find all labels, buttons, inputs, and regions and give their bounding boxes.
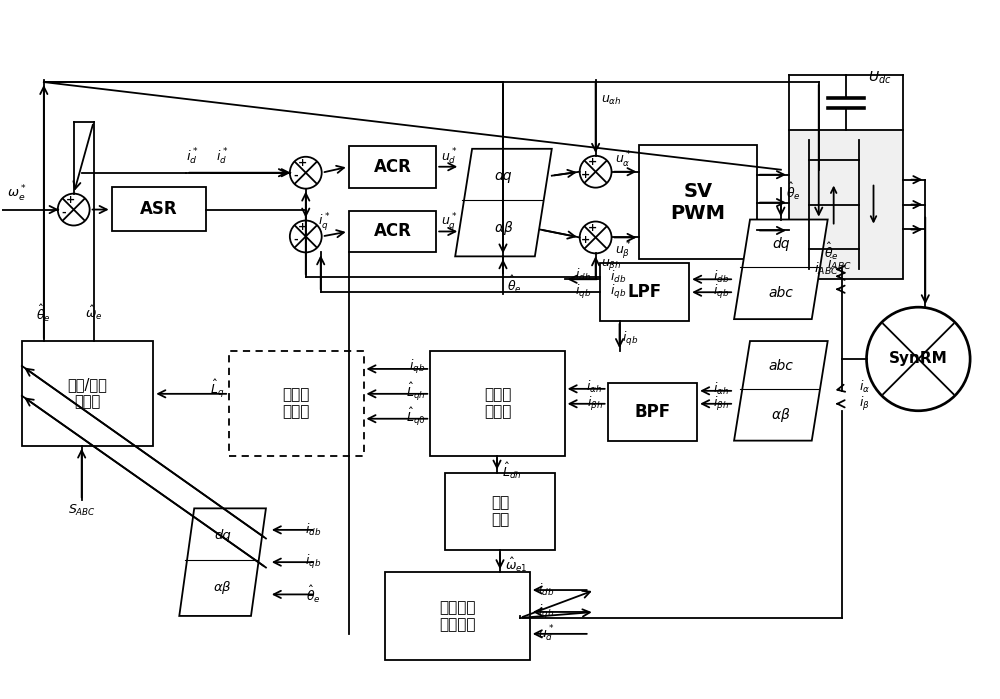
Text: $i_{ABC}$: $i_{ABC}$ — [814, 261, 839, 278]
Polygon shape — [734, 341, 828, 440]
Text: $i_{db}$: $i_{db}$ — [575, 267, 592, 283]
Text: +: + — [298, 222, 308, 231]
Text: $i_d^*$: $i_d^*$ — [216, 147, 228, 167]
Text: $S_{ABC}$: $S_{ABC}$ — [68, 503, 96, 518]
Text: $i_{qb}$: $i_{qb}$ — [713, 283, 729, 301]
Text: $\hat{L}_{qh}$: $\hat{L}_{qh}$ — [406, 381, 425, 403]
Text: $u_d^*$: $u_d^*$ — [538, 624, 554, 644]
Text: $\hat{\theta}_e$: $\hat{\theta}_e$ — [824, 241, 839, 262]
Text: $\alpha\beta$: $\alpha\beta$ — [494, 219, 513, 238]
Text: $i_{\alpha h}$: $i_{\alpha h}$ — [586, 379, 603, 395]
Bar — [608, 383, 697, 440]
Text: $i_d^*$: $i_d^*$ — [186, 147, 199, 167]
Text: $i_{qb}$: $i_{qb}$ — [622, 330, 638, 348]
Circle shape — [867, 307, 970, 411]
Text: 动态电
感计算: 动态电 感计算 — [484, 387, 511, 419]
Polygon shape — [179, 508, 266, 616]
Text: $\hat{L}_{dh}$: $\hat{L}_{dh}$ — [502, 461, 522, 481]
Text: 转速
估算: 转速 估算 — [491, 495, 509, 528]
Text: SV
PWM: SV PWM — [671, 182, 726, 222]
Text: $i_{db}$: $i_{db}$ — [713, 269, 729, 285]
Circle shape — [580, 156, 612, 187]
Text: dq: dq — [214, 528, 231, 542]
Text: +: + — [66, 195, 75, 205]
Text: $\hat{\omega}_{e1}$: $\hat{\omega}_{e1}$ — [505, 556, 528, 574]
Text: ACR: ACR — [373, 158, 411, 175]
Text: -: - — [294, 171, 298, 180]
Text: $u_{\beta h}$: $u_{\beta h}$ — [601, 257, 621, 272]
Text: abc: abc — [768, 286, 793, 301]
Text: $i_{qb}$: $i_{qb}$ — [305, 553, 321, 571]
Text: 静态电感
初值计算: 静态电感 初值计算 — [439, 600, 476, 632]
Text: +: + — [588, 157, 597, 167]
Text: $i_{\beta h}$: $i_{\beta h}$ — [587, 395, 603, 413]
Bar — [22, 341, 153, 446]
Text: 磁链/转速
观测器: 磁链/转速 观测器 — [68, 377, 108, 410]
Circle shape — [580, 222, 612, 253]
Bar — [430, 351, 565, 456]
Text: $i_q^*$: $i_q^*$ — [318, 210, 330, 233]
Text: 静态电
感计算: 静态电 感计算 — [283, 387, 310, 419]
Text: $i_{db}$: $i_{db}$ — [538, 582, 554, 598]
Text: $i_{qb}$: $i_{qb}$ — [409, 358, 425, 376]
Circle shape — [58, 194, 90, 226]
Text: $i_{ABC}$: $i_{ABC}$ — [827, 257, 852, 273]
Text: +: + — [298, 158, 308, 168]
Text: $u_q^*$: $u_q^*$ — [441, 210, 458, 233]
Text: SynRM: SynRM — [889, 352, 948, 366]
Text: $i_{db}$: $i_{db}$ — [610, 269, 626, 285]
Text: $\hat{L}_{q0}$: $\hat{L}_{q0}$ — [406, 405, 425, 428]
Text: $i_\beta$: $i_\beta$ — [859, 395, 869, 413]
Text: $u_\alpha^*$: $u_\alpha^*$ — [615, 150, 631, 170]
Text: LPF: LPF — [627, 283, 661, 301]
Bar — [112, 187, 206, 231]
Text: $i_{db}$: $i_{db}$ — [305, 522, 321, 538]
Polygon shape — [455, 149, 552, 257]
Text: $\hat{L}_q$: $\hat{L}_q$ — [210, 378, 224, 400]
Circle shape — [290, 157, 322, 189]
Text: $i_{qb}$: $i_{qb}$ — [575, 283, 592, 301]
Text: abc: abc — [768, 359, 793, 373]
Text: $i_{\alpha h}$: $i_{\alpha h}$ — [713, 381, 729, 397]
Text: -: - — [62, 208, 66, 217]
Polygon shape — [734, 219, 828, 319]
Text: ACR: ACR — [373, 222, 411, 240]
Text: $\omega_e^*$: $\omega_e^*$ — [7, 184, 27, 203]
Text: $\hat{\theta}_e$: $\hat{\theta}_e$ — [36, 303, 51, 324]
Text: $\hat{\theta}_e$: $\hat{\theta}_e$ — [306, 584, 321, 605]
Bar — [445, 473, 555, 550]
Text: $u_{\alpha h}$: $u_{\alpha h}$ — [601, 94, 621, 106]
Text: -: - — [294, 234, 298, 245]
Circle shape — [290, 220, 322, 252]
Text: ASR: ASR — [140, 200, 178, 218]
Text: $\alpha\beta$: $\alpha\beta$ — [771, 405, 791, 424]
Text: +: + — [581, 236, 590, 245]
Bar — [789, 130, 903, 280]
Text: $U_{dc}$: $U_{dc}$ — [868, 70, 891, 86]
Bar — [600, 264, 689, 321]
Text: +: + — [581, 170, 590, 180]
Text: $\hat{\theta}_e$: $\hat{\theta}_e$ — [507, 274, 522, 295]
Text: $i_{qb}$: $i_{qb}$ — [610, 283, 626, 301]
Text: BPF: BPF — [634, 403, 670, 421]
Bar — [349, 146, 436, 187]
Bar — [229, 351, 364, 456]
Bar — [639, 145, 757, 259]
Text: dq: dq — [495, 168, 512, 182]
Text: $u_\beta^*$: $u_\beta^*$ — [615, 240, 631, 262]
Bar — [385, 572, 530, 660]
Text: $i_{\beta h}$: $i_{\beta h}$ — [713, 395, 729, 413]
Text: +: + — [588, 222, 597, 233]
Text: $u_d^*$: $u_d^*$ — [441, 147, 458, 167]
Bar — [349, 210, 436, 252]
Text: $i_{qb}$: $i_{qb}$ — [538, 603, 554, 621]
Text: dq: dq — [772, 238, 790, 252]
Text: $\hat{\omega}_e$: $\hat{\omega}_e$ — [85, 304, 102, 322]
Text: $\alpha\beta$: $\alpha\beta$ — [213, 579, 232, 596]
Text: $\hat{\theta}_e$: $\hat{\theta}_e$ — [786, 181, 801, 202]
Text: $i_\alpha$: $i_\alpha$ — [859, 379, 870, 395]
